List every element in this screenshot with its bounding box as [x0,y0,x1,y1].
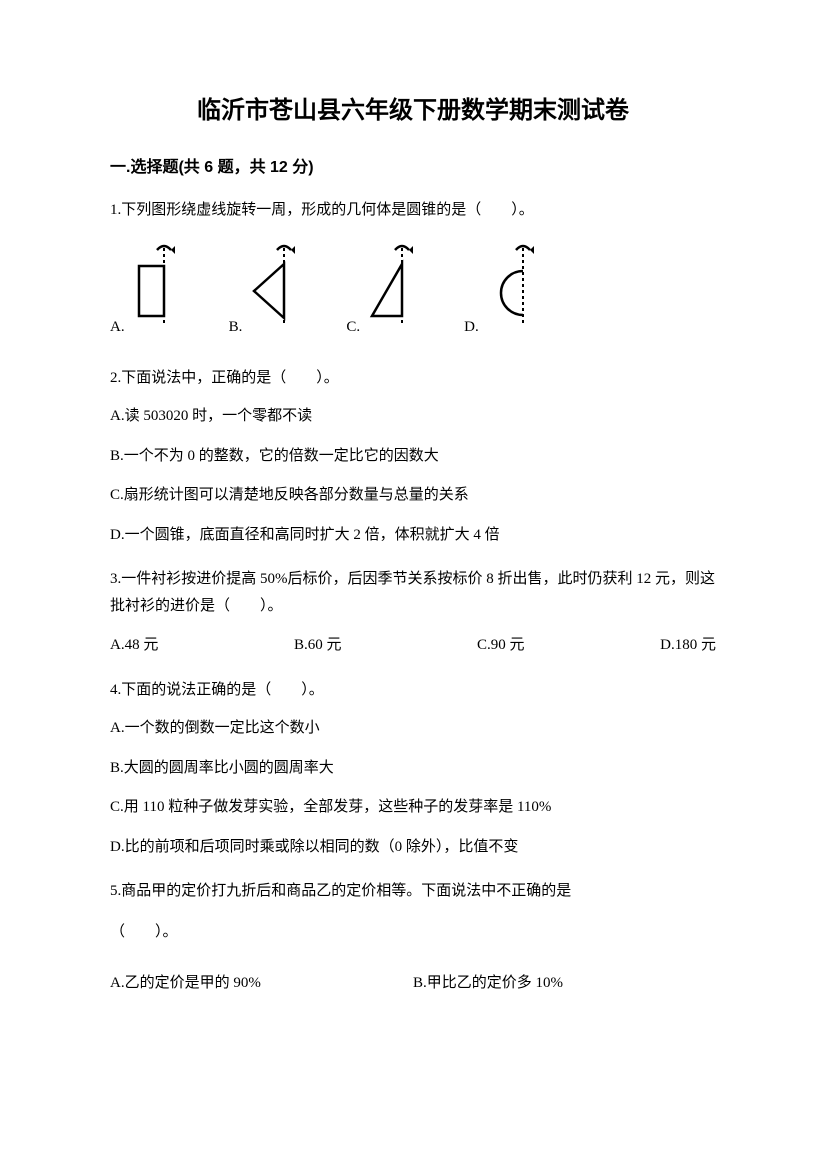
option-5a: A.乙的定价是甲的 90% [110,970,413,997]
option-2b: B.一个不为 0 的整数，它的倍数一定比它的因数大 [110,444,716,470]
option-3d: D.180 元 [660,632,716,659]
option-2a: A.读 503020 时，一个零都不读 [110,404,716,430]
option-3c: C.90 元 [477,632,525,659]
option-4b: B.大圆的圆周率比小圆的圆周率大 [110,756,716,782]
question-3-options: A.48 元 B.60 元 C.90 元 D.180 元 [110,632,716,659]
option-3a: A.48 元 [110,632,158,659]
question-4-text: 4.下面的说法正确的是（ ）。 [110,677,716,704]
figure-rectangle-rotation-icon [129,236,189,341]
question-5-text1: 5.商品甲的定价打九折后和商品乙的定价相等。下面说法中不正确的是 [110,878,716,905]
question-1: 1.下列图形绕虚线旋转一周，形成的几何体是圆锥的是（ ）。 A. B. [110,197,716,341]
question-5: 5.商品甲的定价打九折后和商品乙的定价相等。下面说法中不正确的是 （ ）。 A.… [110,878,716,997]
figure-semicircle-rotation-icon [483,236,543,341]
page-title: 临沂市苍山县六年级下册数学期末测试卷 [110,90,716,125]
option-5b: B.甲比乙的定价多 10% [413,970,716,997]
option-1b-label: B. [229,314,243,341]
figure-triangle-left-rotation-icon [246,236,306,341]
question-5-options: A.乙的定价是甲的 90% B.甲比乙的定价多 10% [110,970,716,997]
option-4c: C.用 110 粒种子做发芽实验，全部发芽，这些种子的发芽率是 110% [110,795,716,821]
option-2d: D.一个圆锥，底面直径和高同时扩大 2 倍，体积就扩大 4 倍 [110,523,716,549]
question-2: 2.下面说法中，正确的是（ ）。 A.读 503020 时，一个零都不读 B.一… [110,365,716,548]
question-1-options: A. B. C. [110,236,716,341]
question-2-text: 2.下面说法中，正确的是（ ）。 [110,365,716,392]
question-3: 3.一件衬衫按进价提高 50%后标价，后因季节关系按标价 8 折出售，此时仍获利… [110,566,716,659]
option-1c: C. [346,236,424,341]
option-1b: B. [229,236,307,341]
section-header: 一.选择题(共 6 题，共 12 分) [110,153,716,177]
option-1d: D. [464,236,543,341]
option-4a: A.一个数的倒数一定比这个数小 [110,716,716,742]
option-1a: A. [110,236,189,341]
option-2c: C.扇形统计图可以清楚地反映各部分数量与总量的关系 [110,483,716,509]
option-1a-label: A. [110,314,125,341]
figure-right-triangle-rotation-icon [364,236,424,341]
option-1d-label: D. [464,314,479,341]
option-3b: B.60 元 [294,632,342,659]
option-4d: D.比的前项和后项同时乘或除以相同的数（0 除外），比值不变 [110,835,716,861]
question-3-text: 3.一件衬衫按进价提高 50%后标价，后因季节关系按标价 8 折出售，此时仍获利… [110,566,716,620]
question-5-text2: （ ）。 [110,919,716,946]
question-1-text: 1.下列图形绕虚线旋转一周，形成的几何体是圆锥的是（ ）。 [110,197,716,224]
question-4: 4.下面的说法正确的是（ ）。 A.一个数的倒数一定比这个数小 B.大圆的圆周率… [110,677,716,860]
option-1c-label: C. [346,314,360,341]
